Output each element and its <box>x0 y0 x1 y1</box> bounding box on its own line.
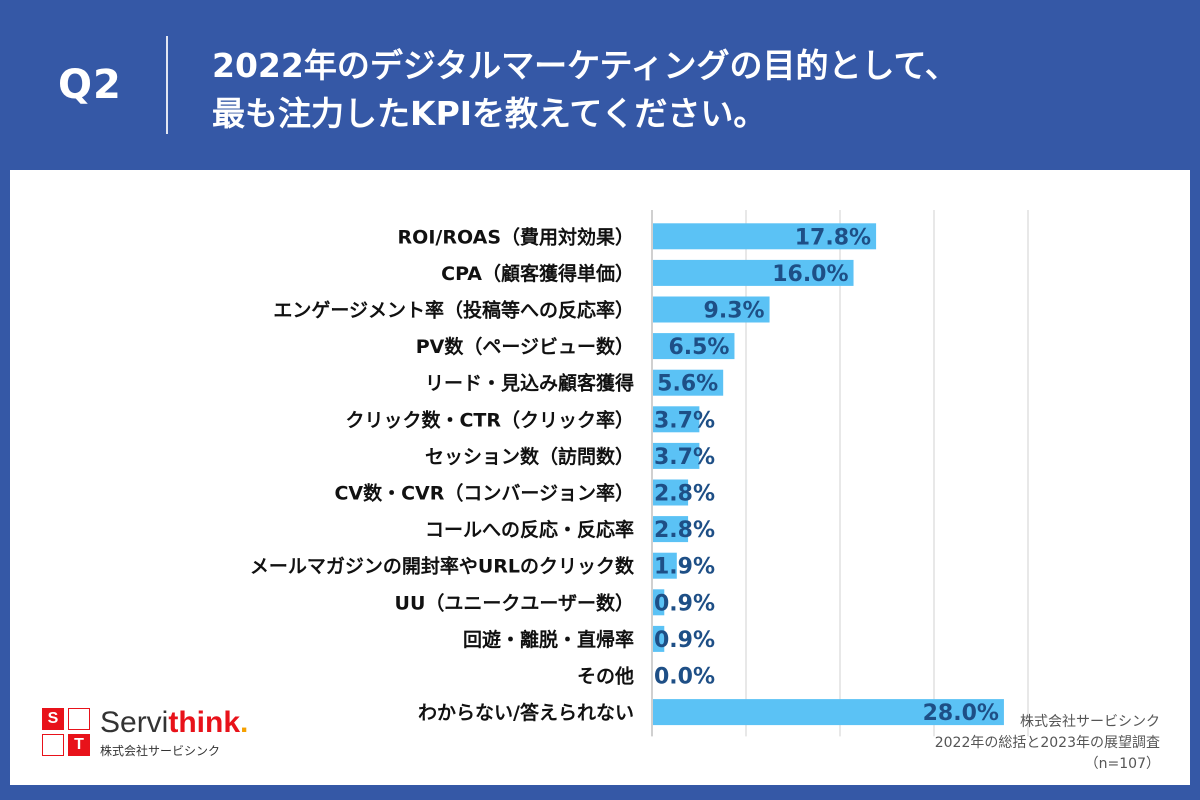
value-label: 28.0% <box>923 701 999 726</box>
value-label: 2.8% <box>654 518 715 543</box>
bar <box>653 223 877 250</box>
value-label: 9.3% <box>704 299 765 324</box>
question-title: 2022年のデジタルマーケティングの目的として、 最も注力したKPIを教えてくだ… <box>212 42 1172 138</box>
logo-subtitle: 株式会社サービシンク <box>100 744 221 758</box>
bar <box>653 552 677 579</box>
category-label: セッション数（訪問数） <box>425 445 634 468</box>
value-label: 3.7% <box>654 445 715 470</box>
value-label: 1.9% <box>654 555 715 580</box>
logo-blank-cell <box>42 734 64 756</box>
value-label: 2.8% <box>654 482 715 507</box>
logo-name-part2: think <box>168 706 241 739</box>
bar <box>653 333 735 360</box>
logo-wordmark: Servithink. <box>100 706 248 740</box>
source-company: 株式会社サービシンク <box>1020 714 1160 730</box>
bar <box>653 479 689 506</box>
logo-name-dot: . <box>240 706 249 739</box>
logo-letter-t: T <box>68 734 90 756</box>
category-label: クリック数・CTR（クリック率） <box>345 408 634 431</box>
category-label: コールへの反応・反応率 <box>425 518 634 541</box>
category-label: PV数（ページビュー数） <box>416 335 634 358</box>
category-label: メールマガジンの開封率やURLのクリック数 <box>250 555 635 578</box>
bar <box>653 699 1004 726</box>
bar <box>653 259 854 286</box>
value-label: 17.8% <box>795 225 871 250</box>
category-label: 回遊・離脱・直帰率 <box>463 628 634 651</box>
question-label: Q2 <box>58 62 122 108</box>
bar <box>653 442 700 469</box>
logo-blank-cell <box>68 708 90 730</box>
category-label: CV数・CVR（コンバージョン率） <box>334 482 634 505</box>
value-label: 0.9% <box>654 628 715 653</box>
logo-letter-s: S <box>42 708 64 730</box>
value-label: 6.5% <box>668 335 729 360</box>
bar <box>653 516 689 543</box>
bar <box>653 296 770 323</box>
source-note: 株式会社サービシンク 2022年の総括と2023年の展望調査 （n=107） <box>935 712 1160 775</box>
logo-name-part1: Servi <box>100 706 169 739</box>
value-label: 0.0% <box>654 665 715 690</box>
bar <box>653 406 700 433</box>
value-label: 3.7% <box>654 408 715 433</box>
chart-panel: ROI/ROAS（費用対効果） 17.8% CPA（顧客獲得単価） 16.0% エンゲー… <box>10 170 1190 785</box>
header: Q2 2022年のデジタルマーケティングの目的として、 最も注力したKPIを教え… <box>0 0 1200 170</box>
bar <box>653 589 665 616</box>
bar <box>653 369 724 396</box>
category-label: エンゲージメント率（投稿等への反応率） <box>273 299 634 322</box>
question-title-line1: 2022年のデジタルマーケティングの目的として、 <box>212 46 958 85</box>
header-divider <box>166 36 168 134</box>
category-label: リード・見込み顧客獲得 <box>425 372 634 395</box>
bar-chart: ROI/ROAS（費用対効果） 17.8% CPA（顧客獲得単価） 16.0% エンゲー… <box>250 210 1029 737</box>
logo-mark: S T <box>42 708 92 758</box>
company-logo: S T Servithink. 株式会社サービシンク <box>42 706 282 764</box>
value-label: 5.6% <box>657 372 718 397</box>
category-label: UU（ユニークユーザー数） <box>395 591 634 614</box>
source-survey: 2022年の総括と2023年の展望調査 <box>934 735 1160 751</box>
bar <box>653 625 665 652</box>
value-label: 16.0% <box>772 262 848 287</box>
value-label: 0.9% <box>654 591 715 616</box>
source-sample-size: （n=107） <box>1084 756 1160 772</box>
category-label: その他 <box>577 665 634 688</box>
category-label: ROI/ROAS（費用対効果） <box>398 225 634 248</box>
category-label: CPA（顧客獲得単価） <box>441 262 634 285</box>
category-label: わからない/答えられない <box>418 701 634 724</box>
question-title-line2: 最も注力したKPIを教えてください。 <box>212 94 767 133</box>
